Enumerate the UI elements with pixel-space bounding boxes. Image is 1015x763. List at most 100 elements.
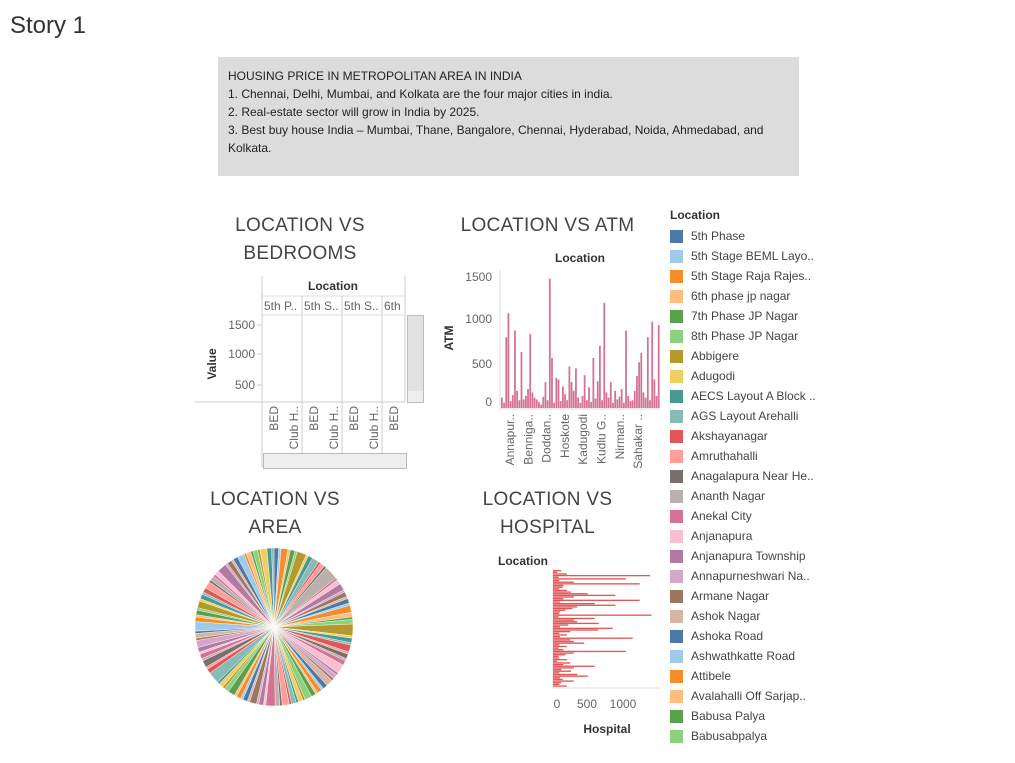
- atm-bar[interactable]: [614, 390, 617, 408]
- legend-item[interactable]: Adugodi: [670, 366, 830, 386]
- hospital-bar[interactable]: [553, 586, 563, 588]
- hospital-bar[interactable]: [553, 591, 572, 593]
- hospital-bar[interactable]: [553, 637, 633, 639]
- atm-bar[interactable]: [592, 357, 595, 408]
- atm-bar[interactable]: [520, 351, 523, 408]
- hospital-bar[interactable]: [553, 614, 652, 616]
- atm-bar[interactable]: [625, 330, 627, 409]
- hospital-bar[interactable]: [553, 650, 626, 653]
- atm-bar[interactable]: [612, 402, 614, 408]
- legend-item[interactable]: Akshayanagar: [670, 426, 830, 446]
- atm-bar[interactable]: [646, 337, 649, 408]
- hospital-bar[interactable]: [553, 570, 562, 572]
- hospital-bar[interactable]: [553, 654, 566, 656]
- legend-item[interactable]: Anagalapura Near He..: [670, 466, 830, 486]
- atm-bar[interactable]: [575, 368, 577, 408]
- hospital-bar[interactable]: [553, 658, 567, 661]
- legend-item[interactable]: Ashwathkatte Road: [670, 646, 830, 666]
- hospital-bar[interactable]: [553, 593, 588, 595]
- atm-bar[interactable]: [557, 379, 560, 408]
- hospital-bar[interactable]: [553, 662, 571, 664]
- atm-bar[interactable]: [540, 404, 542, 408]
- hospital-bar[interactable]: [553, 673, 578, 676]
- hospital-bar[interactable]: [553, 598, 564, 600]
- atm-bar[interactable]: [640, 352, 643, 408]
- atm-bar[interactable]: [509, 401, 512, 408]
- atm-bar[interactable]: [529, 333, 532, 408]
- atm-bar[interactable]: [507, 313, 510, 409]
- hospital-bar[interactable]: [553, 607, 573, 610]
- hospital-bar[interactable]: [553, 581, 574, 583]
- hospital-bar[interactable]: [553, 612, 560, 615]
- atm-bar[interactable]: [627, 395, 630, 408]
- legend-item[interactable]: Anekal City: [670, 506, 830, 526]
- hospital-bar[interactable]: [553, 629, 599, 631]
- legend-item[interactable]: Anjanapura Township: [670, 546, 830, 566]
- atm-bar[interactable]: [596, 381, 599, 408]
- atm-bar[interactable]: [505, 337, 508, 408]
- atm-bar[interactable]: [524, 395, 527, 408]
- legend-item[interactable]: Attibele: [670, 666, 830, 686]
- atm-bar[interactable]: [620, 389, 623, 409]
- bedrooms-horizontal-scrollbar[interactable]: [263, 453, 407, 469]
- hospital-bar[interactable]: [553, 583, 640, 585]
- atm-bar[interactable]: [570, 382, 573, 409]
- atm-bar[interactable]: [564, 394, 566, 408]
- atm-bar[interactable]: [546, 400, 549, 408]
- atm-bar[interactable]: [535, 399, 538, 409]
- hospital-bar[interactable]: [553, 667, 574, 669]
- hospital-bar[interactable]: [553, 639, 571, 641]
- atm-bar[interactable]: [516, 390, 519, 408]
- legend-item[interactable]: Abbigere: [670, 346, 830, 366]
- hospital-bar[interactable]: [553, 663, 564, 666]
- hospital-bar[interactable]: [553, 680, 574, 682]
- atm-bar[interactable]: [544, 382, 547, 409]
- atm-bar[interactable]: [583, 375, 586, 408]
- hospital-bar[interactable]: [553, 647, 559, 649]
- atm-bar[interactable]: [568, 366, 571, 408]
- legend-item[interactable]: AGS Layout Arehalli: [670, 406, 830, 426]
- atm-bar[interactable]: [605, 392, 608, 408]
- atm-bar[interactable]: [561, 386, 564, 408]
- hospital-bar[interactable]: [553, 609, 566, 611]
- hospital-bar[interactable]: [553, 652, 574, 654]
- atm-bar[interactable]: [555, 377, 558, 408]
- atm-bar[interactable]: [585, 400, 588, 408]
- hospital-bar[interactable]: [553, 621, 578, 623]
- legend-item[interactable]: Ashoka Road: [670, 626, 830, 646]
- atm-bar[interactable]: [514, 330, 516, 409]
- hospital-bar[interactable]: [553, 685, 567, 687]
- hospital-bar[interactable]: [553, 672, 560, 674]
- legend-item[interactable]: Ashok Nagar: [670, 606, 830, 626]
- hospital-bar[interactable]: [553, 594, 616, 597]
- atm-bar[interactable]: [553, 402, 556, 408]
- atm-bar[interactable]: [649, 400, 651, 408]
- atm-bar[interactable]: [642, 392, 645, 408]
- hospital-bar[interactable]: [553, 630, 571, 633]
- atm-bar[interactable]: [503, 402, 505, 408]
- legend-item[interactable]: 7th Phase JP Nagar: [670, 306, 830, 326]
- atm-bar[interactable]: [559, 401, 562, 408]
- hospital-bar[interactable]: [553, 626, 560, 628]
- atm-bar[interactable]: [653, 379, 656, 408]
- atm-bar[interactable]: [622, 402, 625, 408]
- legend-item[interactable]: Annapurneshwari Na..: [670, 566, 830, 586]
- atm-bar[interactable]: [616, 399, 619, 409]
- hospital-bar[interactable]: [553, 632, 560, 634]
- atm-bar[interactable]: [651, 321, 654, 408]
- hospital-bar[interactable]: [553, 682, 562, 684]
- hospital-bar[interactable]: [553, 596, 574, 598]
- hospital-bar[interactable]: [553, 640, 574, 643]
- atm-bar[interactable]: [581, 395, 584, 408]
- hospital-bar[interactable]: [553, 634, 567, 636]
- atm-bar[interactable]: [599, 345, 601, 408]
- legend-item[interactable]: Amruthahalli: [670, 446, 830, 466]
- atm-bar[interactable]: [609, 382, 612, 409]
- atm-bar[interactable]: [501, 397, 503, 408]
- hospital-bar[interactable]: [553, 574, 651, 577]
- atm-bar[interactable]: [577, 397, 580, 408]
- hospital-bar[interactable]: [553, 683, 560, 686]
- legend-item[interactable]: AECS Layout A Block ..: [670, 386, 830, 406]
- bedrooms-scroll-thumb[interactable]: [408, 316, 423, 391]
- atm-bar[interactable]: [618, 396, 621, 408]
